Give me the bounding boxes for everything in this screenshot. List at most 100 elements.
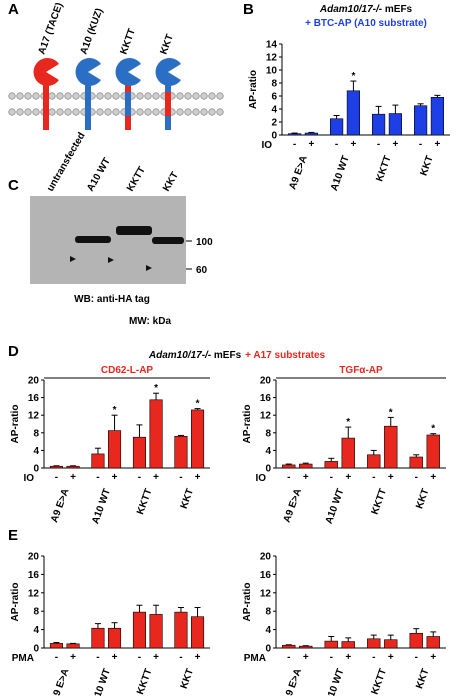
bar: [91, 453, 105, 469]
bar: [191, 616, 205, 649]
bar-condition: +: [430, 472, 436, 483]
group-label: A9 E>A: [287, 154, 309, 191]
bar: [299, 463, 313, 469]
group-label: KKT: [418, 154, 435, 177]
bar-condition: +: [112, 472, 118, 483]
y-tick-label: 10: [266, 66, 278, 77]
bar-condition: -: [179, 472, 182, 483]
lipid: [144, 92, 152, 100]
lipid: [32, 92, 40, 100]
mw-marker: 100: [196, 237, 213, 248]
group-label: KKTT: [370, 487, 389, 516]
significance-marker: *: [389, 407, 393, 418]
panel-label: D: [8, 343, 19, 360]
lane-label: A10 WT: [85, 156, 113, 193]
lipid: [72, 92, 80, 100]
lane-label: KKT: [161, 170, 181, 193]
lipid: [112, 92, 120, 100]
bar-condition: +: [303, 652, 309, 663]
bar: [341, 641, 355, 649]
chart-header: Adam10/17-/- mEFs: [319, 4, 413, 15]
lipid: [16, 108, 24, 116]
y-axis-label: AP-ratio: [10, 583, 21, 622]
y-tick-label: 20: [260, 376, 272, 387]
lipid: [176, 108, 184, 116]
y-axis-label: AP-ratio: [248, 70, 259, 109]
lipid: [192, 92, 200, 100]
panel-label: C: [8, 177, 19, 194]
group-label: A9 E>A: [282, 667, 304, 696]
lipid: [216, 108, 224, 116]
lipid: [8, 108, 16, 116]
bar: [341, 437, 355, 469]
bar-condition: +: [308, 139, 314, 150]
lipid: [144, 108, 152, 116]
bar: [384, 425, 398, 469]
group-label: KKT: [179, 667, 196, 690]
group-label: A10 WT: [329, 154, 352, 192]
lipid: [32, 108, 40, 116]
bar-condition: -: [415, 472, 418, 483]
panel-label: A: [8, 1, 19, 18]
header-italic: Adam10/17-/-: [319, 4, 383, 15]
bar-condition: -: [415, 652, 418, 663]
bar-condition: -: [96, 652, 99, 663]
bar-condition: +: [392, 139, 398, 150]
bar-condition: +: [345, 652, 351, 663]
lipid: [96, 108, 104, 116]
y-tick-label: 20: [28, 552, 40, 563]
bar-condition: -: [138, 652, 141, 663]
bar: [409, 632, 423, 649]
bar-condition: +: [345, 472, 351, 483]
lipid: [208, 92, 216, 100]
y-tick-label: 8: [271, 79, 277, 90]
lipid: [48, 92, 56, 100]
bar: [91, 627, 105, 649]
y-tick-label: 4: [265, 625, 271, 636]
lane-label: untransfected: [45, 131, 88, 194]
bar: [174, 436, 188, 469]
lipid: [16, 92, 24, 100]
protein-head: [115, 58, 141, 87]
arrowheads: [70, 256, 152, 271]
lipid: [136, 92, 144, 100]
panel-label: B: [243, 1, 254, 18]
bar-condition: +: [350, 139, 356, 150]
significance-marker: *: [113, 405, 117, 416]
group-label: A9 E>A: [49, 667, 71, 696]
panel-label: E: [8, 527, 18, 544]
group-label: KKT: [414, 487, 431, 510]
condition-label: IO: [23, 473, 34, 484]
y-tick-label: 12: [28, 411, 40, 422]
lipid: [112, 108, 120, 116]
bar: [132, 611, 146, 649]
protein-head: [33, 58, 59, 86]
lipid: [208, 108, 216, 116]
y-tick-label: 12: [266, 53, 278, 64]
bar: [282, 644, 296, 649]
y-tick-label: 14: [266, 40, 278, 51]
lipid: [104, 92, 112, 100]
bar-condition: +: [388, 472, 394, 483]
tm-domain: [43, 92, 49, 116]
condition-label: IO: [255, 473, 266, 484]
bar: [430, 97, 445, 136]
y-tick-label: 12: [28, 588, 40, 599]
lipid: [72, 108, 80, 116]
bar: [426, 434, 440, 469]
tm-domain: [125, 92, 131, 116]
protein-head: [75, 58, 101, 87]
bar-condition: -: [287, 472, 290, 483]
y-tick-label: 0: [265, 464, 271, 475]
bar: [324, 640, 338, 649]
header-text: mEFs: [382, 4, 412, 15]
bar-condition: +: [303, 472, 309, 483]
lipid: [56, 108, 64, 116]
lipid: [24, 108, 32, 116]
bar: [367, 638, 381, 649]
bar-condition: +: [70, 652, 76, 663]
lipid: [192, 108, 200, 116]
protein-head: [155, 58, 181, 87]
bar: [324, 461, 338, 469]
